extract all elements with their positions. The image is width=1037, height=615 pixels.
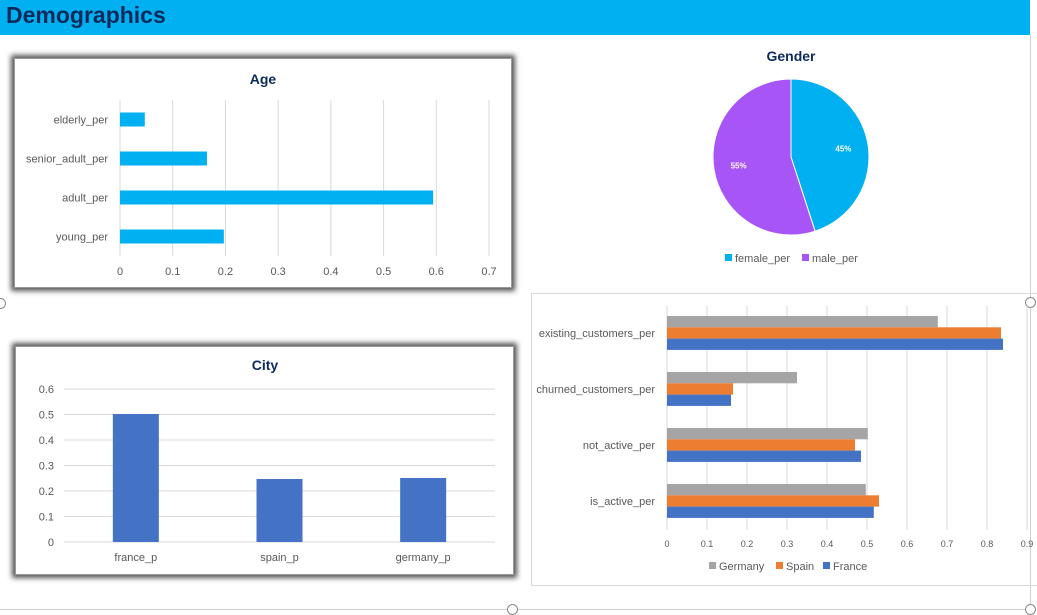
resize-handle[interactable]	[1025, 297, 1036, 308]
legend-swatch	[802, 254, 809, 261]
tick-label: 0.8	[981, 539, 994, 549]
tick-label: 0.7	[481, 266, 496, 278]
age-chart-box[interactable]	[14, 58, 512, 288]
bar-france-churned_customers_per	[667, 394, 731, 406]
country-chart-box[interactable]	[531, 293, 1037, 586]
bar-germany_p	[400, 477, 447, 542]
tick-label: 0.1	[165, 266, 180, 278]
legend-swatch	[725, 254, 732, 261]
bar-spain_p	[256, 479, 303, 542]
tick-label: 0.6	[901, 539, 914, 549]
bar-young_per	[120, 229, 224, 244]
bar-france-not_active_per	[667, 450, 861, 462]
tick-label: 0.4	[821, 539, 834, 549]
tick-label: 0	[48, 537, 54, 549]
tick-label: 0	[117, 266, 123, 278]
chart-title: Age	[250, 71, 277, 87]
data-label: 55%	[731, 161, 747, 170]
data-label: 45%	[835, 145, 851, 154]
category-label: elderly_per	[54, 115, 109, 127]
tick-label: 0.5	[39, 410, 54, 422]
bar-france_p	[112, 413, 159, 542]
legend-swatch	[709, 562, 716, 569]
tick-label: 0.5	[376, 266, 391, 278]
tick-label: 0.2	[741, 539, 754, 549]
bar-spain-not_active_per	[667, 439, 855, 451]
pie-slice-female_per	[790, 78, 870, 232]
bar-germany-existing_customers_per	[667, 316, 938, 328]
category-label: adult_per	[62, 193, 108, 205]
bar-france-existing_customers_per	[667, 338, 1003, 350]
chart-title: City	[252, 357, 279, 373]
page-title: Demographics	[6, 2, 166, 28]
bar-france-is_active_per	[667, 506, 874, 518]
tick-label: 0.2	[218, 266, 233, 278]
tick-label: 0.1	[39, 512, 54, 524]
bar-germany-is_active_per	[667, 484, 866, 496]
legend-swatch	[823, 562, 830, 569]
tick-label: 0.3	[781, 539, 794, 549]
category-label: senior_adult_per	[26, 154, 108, 166]
legend-label: Germany	[719, 561, 765, 573]
tick-label: 0.5	[861, 539, 874, 549]
tick-label: 0	[664, 539, 669, 549]
tick-label: 0.2	[39, 486, 54, 498]
category-label: churned_customers_per	[536, 384, 655, 396]
category-label: not_active_per	[583, 440, 655, 452]
category-label: spain_p	[260, 552, 299, 564]
bar-elderly_per	[120, 112, 145, 127]
tick-label: 0.3	[270, 266, 285, 278]
tick-label: 0.4	[323, 266, 338, 278]
legend-swatch	[776, 562, 783, 569]
tick-label: 0.1	[701, 539, 714, 549]
legend-label: France	[833, 561, 867, 573]
tick-label: 0.9	[1021, 539, 1034, 549]
legend-label: male_per	[812, 253, 858, 265]
bar-germany-not_active_per	[667, 428, 868, 440]
tick-label: 0.7	[941, 539, 954, 549]
bar-spain-existing_customers_per	[667, 327, 1001, 339]
category-label: young_per	[56, 232, 108, 244]
category-label: france_p	[114, 552, 157, 564]
tick-label: 0.6	[39, 384, 54, 396]
legend-label: Spain	[786, 561, 814, 573]
tick-label: 0.6	[429, 266, 444, 278]
header-bar: Demographics	[0, 0, 1030, 35]
chart-title: Gender	[766, 48, 816, 64]
category-label: germany_p	[396, 552, 451, 564]
bar-spain-is_active_per	[667, 495, 879, 507]
legend-label: female_per	[735, 253, 790, 265]
category-label: is_active_per	[590, 496, 655, 508]
category-label: existing_customers_per	[539, 328, 656, 340]
bar-senior_adult_per	[120, 151, 207, 166]
tick-label: 0.3	[39, 461, 54, 473]
pie-slice-male_per	[712, 78, 816, 236]
tick-label: 0.4	[39, 435, 54, 447]
bar-adult_per	[120, 190, 434, 205]
bar-germany-churned_customers_per	[667, 372, 797, 384]
bar-spain-churned_customers_per	[667, 383, 733, 395]
